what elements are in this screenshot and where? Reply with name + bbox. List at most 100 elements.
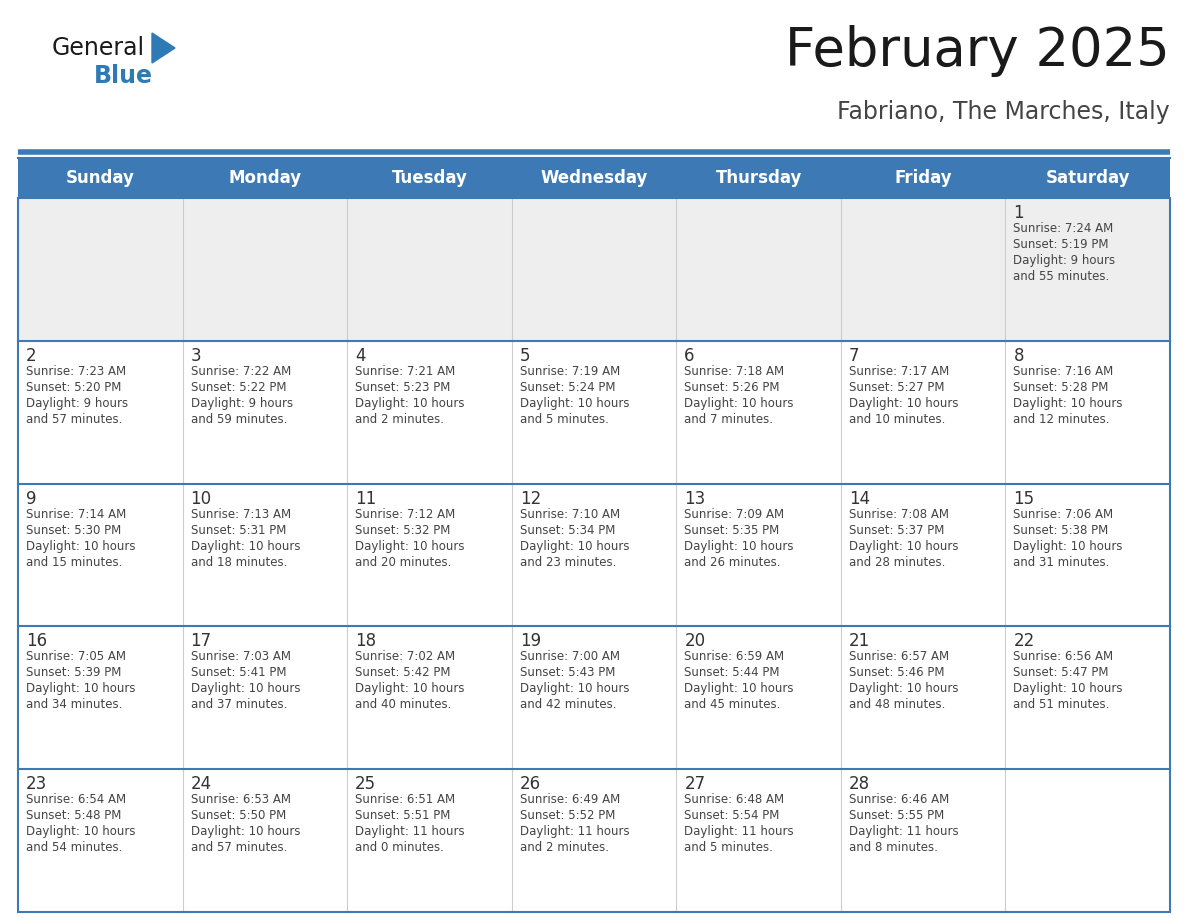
- Text: and 57 minutes.: and 57 minutes.: [190, 841, 287, 855]
- Text: Daylight: 11 hours: Daylight: 11 hours: [849, 825, 959, 838]
- Text: Sunset: 5:47 PM: Sunset: 5:47 PM: [1013, 666, 1108, 679]
- Bar: [1005, 769, 1170, 912]
- Text: Sunset: 5:32 PM: Sunset: 5:32 PM: [355, 523, 450, 537]
- Text: and 48 minutes.: and 48 minutes.: [849, 699, 946, 711]
- Text: Sunrise: 7:16 AM: Sunrise: 7:16 AM: [1013, 364, 1113, 378]
- Text: 16: 16: [26, 633, 48, 650]
- Text: Sunrise: 7:21 AM: Sunrise: 7:21 AM: [355, 364, 455, 378]
- Bar: [512, 626, 676, 769]
- Bar: [18, 341, 183, 484]
- Text: Daylight: 10 hours: Daylight: 10 hours: [190, 825, 301, 838]
- Text: Daylight: 10 hours: Daylight: 10 hours: [26, 682, 135, 696]
- Text: Sunrise: 7:18 AM: Sunrise: 7:18 AM: [684, 364, 784, 378]
- Text: Sunset: 5:19 PM: Sunset: 5:19 PM: [1013, 238, 1108, 251]
- Text: and 34 minutes.: and 34 minutes.: [26, 699, 122, 711]
- Text: Sunset: 5:42 PM: Sunset: 5:42 PM: [355, 666, 450, 679]
- Text: Daylight: 10 hours: Daylight: 10 hours: [849, 540, 959, 553]
- Text: 12: 12: [519, 489, 541, 508]
- Text: and 28 minutes.: and 28 minutes.: [849, 555, 946, 568]
- Text: Sunrise: 6:48 AM: Sunrise: 6:48 AM: [684, 793, 784, 806]
- Bar: [841, 158, 1005, 198]
- Text: Tuesday: Tuesday: [392, 169, 467, 187]
- Bar: [676, 626, 841, 769]
- Text: Sunrise: 6:53 AM: Sunrise: 6:53 AM: [190, 793, 291, 806]
- Text: Sunrise: 6:59 AM: Sunrise: 6:59 AM: [684, 650, 784, 664]
- Bar: [183, 341, 347, 484]
- Text: Sunset: 5:39 PM: Sunset: 5:39 PM: [26, 666, 121, 679]
- Text: Daylight: 10 hours: Daylight: 10 hours: [1013, 682, 1123, 696]
- Text: and 2 minutes.: and 2 minutes.: [519, 841, 608, 855]
- Text: 3: 3: [190, 347, 201, 364]
- Text: 25: 25: [355, 775, 377, 793]
- Text: Daylight: 10 hours: Daylight: 10 hours: [355, 682, 465, 696]
- Text: 19: 19: [519, 633, 541, 650]
- Text: and 12 minutes.: and 12 minutes.: [1013, 413, 1110, 426]
- Text: Sunset: 5:35 PM: Sunset: 5:35 PM: [684, 523, 779, 537]
- Text: Sunset: 5:28 PM: Sunset: 5:28 PM: [1013, 381, 1108, 394]
- Text: Sunrise: 7:08 AM: Sunrise: 7:08 AM: [849, 508, 949, 521]
- Text: Sunset: 5:50 PM: Sunset: 5:50 PM: [190, 809, 286, 823]
- Bar: [18, 198, 1170, 912]
- Text: Saturday: Saturday: [1045, 169, 1130, 187]
- Text: Sunset: 5:44 PM: Sunset: 5:44 PM: [684, 666, 779, 679]
- Text: Daylight: 11 hours: Daylight: 11 hours: [684, 825, 794, 838]
- Text: Daylight: 10 hours: Daylight: 10 hours: [190, 682, 301, 696]
- Bar: [676, 769, 841, 912]
- Text: Daylight: 10 hours: Daylight: 10 hours: [684, 540, 794, 553]
- Text: 2: 2: [26, 347, 37, 364]
- Bar: [347, 198, 512, 341]
- Text: 17: 17: [190, 633, 211, 650]
- Text: and 10 minutes.: and 10 minutes.: [849, 413, 946, 426]
- Text: Sunrise: 7:00 AM: Sunrise: 7:00 AM: [519, 650, 620, 664]
- Text: 18: 18: [355, 633, 377, 650]
- Text: Daylight: 9 hours: Daylight: 9 hours: [1013, 254, 1116, 267]
- Text: Daylight: 10 hours: Daylight: 10 hours: [1013, 397, 1123, 409]
- Bar: [512, 484, 676, 626]
- Bar: [347, 626, 512, 769]
- Text: 24: 24: [190, 775, 211, 793]
- Text: Sunset: 5:54 PM: Sunset: 5:54 PM: [684, 809, 779, 823]
- Bar: [183, 158, 347, 198]
- Bar: [676, 341, 841, 484]
- Text: Sunrise: 7:22 AM: Sunrise: 7:22 AM: [190, 364, 291, 378]
- Text: Sunrise: 7:13 AM: Sunrise: 7:13 AM: [190, 508, 291, 521]
- Text: Daylight: 10 hours: Daylight: 10 hours: [684, 397, 794, 409]
- Text: Daylight: 10 hours: Daylight: 10 hours: [519, 540, 630, 553]
- Bar: [183, 626, 347, 769]
- Text: Sunset: 5:23 PM: Sunset: 5:23 PM: [355, 381, 450, 394]
- Text: Sunrise: 7:05 AM: Sunrise: 7:05 AM: [26, 650, 126, 664]
- Text: and 5 minutes.: and 5 minutes.: [519, 413, 608, 426]
- Text: and 51 minutes.: and 51 minutes.: [1013, 699, 1110, 711]
- Text: Daylight: 10 hours: Daylight: 10 hours: [355, 397, 465, 409]
- Text: Friday: Friday: [895, 169, 952, 187]
- Bar: [347, 158, 512, 198]
- Text: Sunrise: 6:51 AM: Sunrise: 6:51 AM: [355, 793, 455, 806]
- Text: 4: 4: [355, 347, 366, 364]
- Text: 20: 20: [684, 633, 706, 650]
- Text: and 59 minutes.: and 59 minutes.: [190, 413, 287, 426]
- Bar: [512, 198, 676, 341]
- Text: Daylight: 10 hours: Daylight: 10 hours: [849, 682, 959, 696]
- Text: and 42 minutes.: and 42 minutes.: [519, 699, 617, 711]
- Text: and 20 minutes.: and 20 minutes.: [355, 555, 451, 568]
- Bar: [676, 158, 841, 198]
- Bar: [18, 769, 183, 912]
- Text: Sunrise: 7:17 AM: Sunrise: 7:17 AM: [849, 364, 949, 378]
- Bar: [183, 198, 347, 341]
- Text: Sunset: 5:46 PM: Sunset: 5:46 PM: [849, 666, 944, 679]
- Text: and 57 minutes.: and 57 minutes.: [26, 413, 122, 426]
- Bar: [512, 158, 676, 198]
- Text: and 2 minutes.: and 2 minutes.: [355, 413, 444, 426]
- Text: Sunset: 5:20 PM: Sunset: 5:20 PM: [26, 381, 121, 394]
- Text: Sunrise: 7:10 AM: Sunrise: 7:10 AM: [519, 508, 620, 521]
- Bar: [1005, 198, 1170, 341]
- Bar: [1005, 158, 1170, 198]
- Text: Fabriano, The Marches, Italy: Fabriano, The Marches, Italy: [838, 100, 1170, 124]
- Text: 27: 27: [684, 775, 706, 793]
- Text: Monday: Monday: [228, 169, 302, 187]
- Text: and 18 minutes.: and 18 minutes.: [190, 555, 287, 568]
- Text: Sunset: 5:51 PM: Sunset: 5:51 PM: [355, 809, 450, 823]
- Text: Sunset: 5:27 PM: Sunset: 5:27 PM: [849, 381, 944, 394]
- Text: and 37 minutes.: and 37 minutes.: [190, 699, 287, 711]
- Bar: [183, 769, 347, 912]
